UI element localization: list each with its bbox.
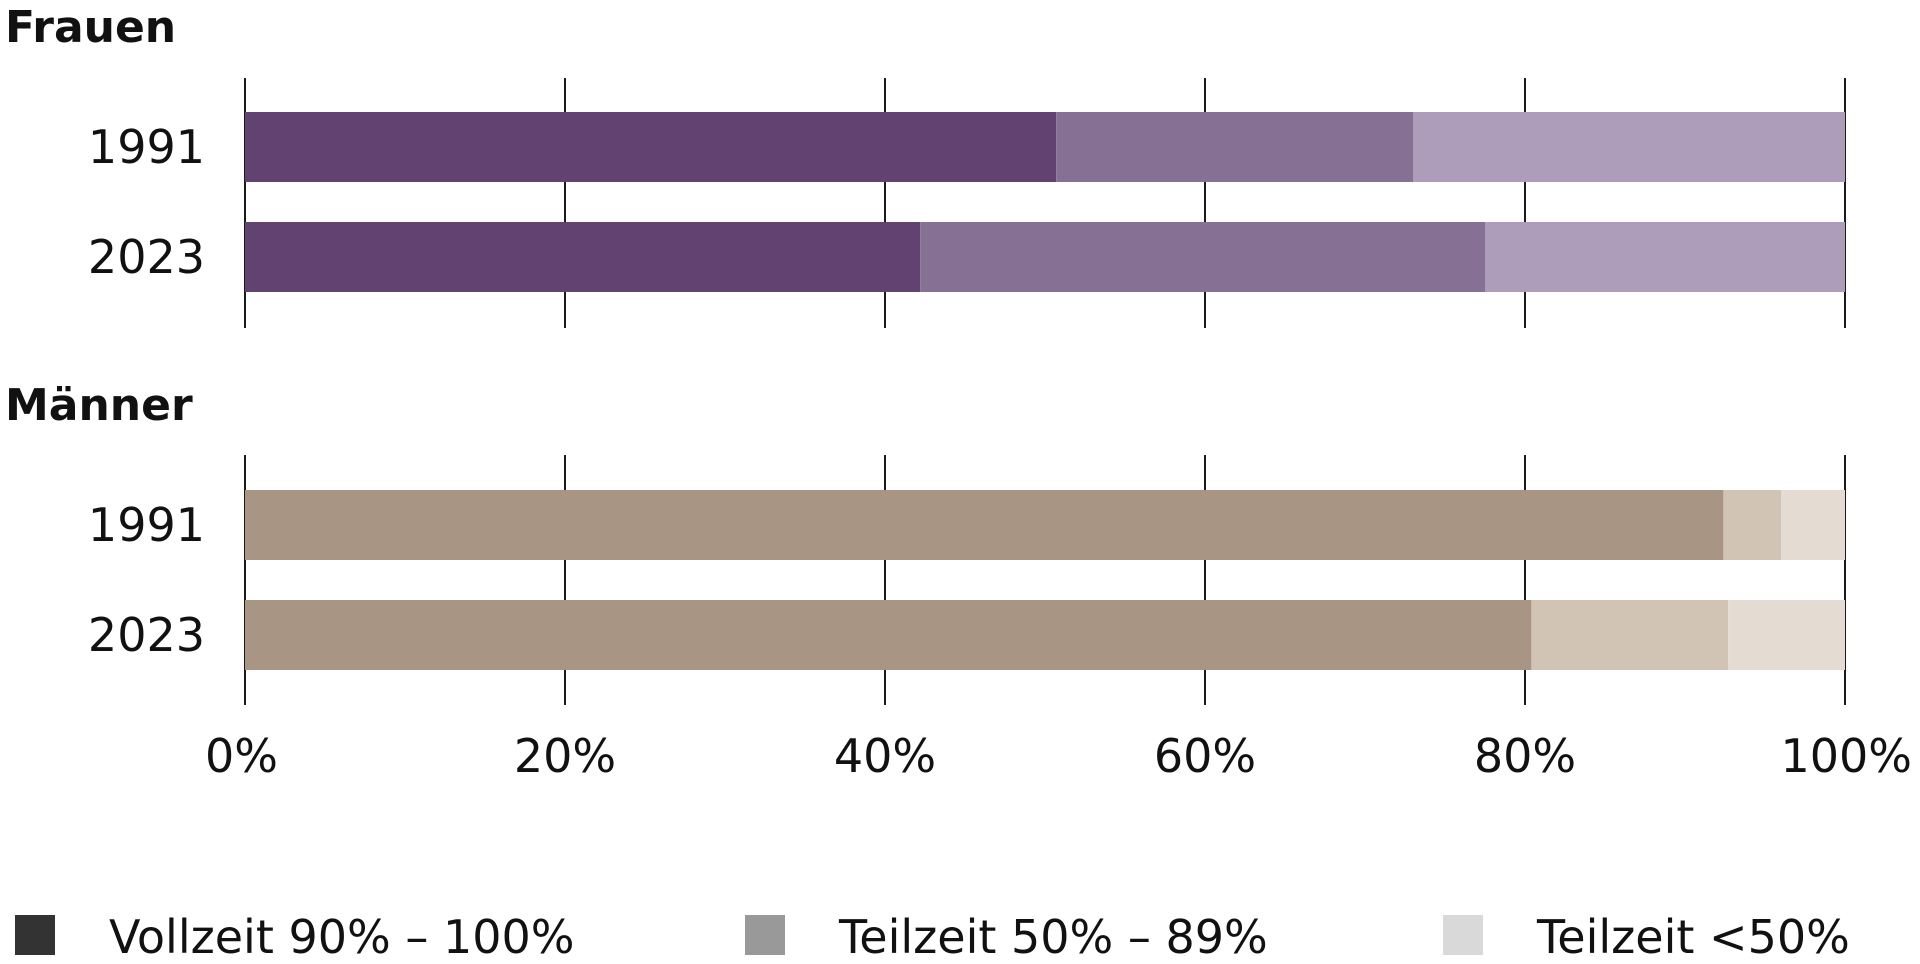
panel-title: Männer <box>5 380 193 431</box>
row-label: 1991 <box>88 120 205 174</box>
bar-segment <box>245 600 1532 670</box>
x-tick-label: 0% <box>205 729 278 783</box>
legend-label: Teilzeit <50% <box>1536 910 1850 964</box>
labels: Frauen 1991 2023 Männer 1991 2023 0% 20% 40% 60% 8… <box>5 2 1912 783</box>
bars <box>245 112 1845 670</box>
bar-segment <box>1056 112 1413 182</box>
bar-segment <box>1728 600 1845 670</box>
row-label: 2023 <box>88 230 205 284</box>
legend-swatch <box>1443 915 1483 955</box>
legend: Vollzeit 90% – 100% Teilzeit 50% – 89% Tei… <box>15 910 1850 964</box>
row-label: 1991 <box>88 498 205 552</box>
x-tick-label: 80% <box>1474 729 1576 783</box>
bar-segment <box>1485 222 1845 292</box>
bar-segment <box>1413 112 1845 182</box>
x-tick-label: 60% <box>1154 729 1256 783</box>
panel-title: Frauen <box>5 2 176 53</box>
legend-label: Vollzeit 90% – 100% <box>109 910 574 964</box>
x-tick-label: 40% <box>834 729 936 783</box>
bar-segment <box>245 112 1057 182</box>
x-tick-label: 100% <box>1780 729 1912 783</box>
bar-segment <box>1723 490 1781 560</box>
legend-label: Teilzeit 50% – 89% <box>838 910 1268 964</box>
bar-segment <box>1531 600 1729 670</box>
legend-swatch <box>745 915 785 955</box>
legend-swatch <box>15 915 55 955</box>
row-label: 2023 <box>88 608 205 662</box>
x-tick-label: 20% <box>514 729 616 783</box>
bar-segment <box>245 490 1724 560</box>
bar-segment <box>1781 490 1845 560</box>
bar-segment <box>245 222 921 292</box>
bar-segment <box>920 222 1485 292</box>
